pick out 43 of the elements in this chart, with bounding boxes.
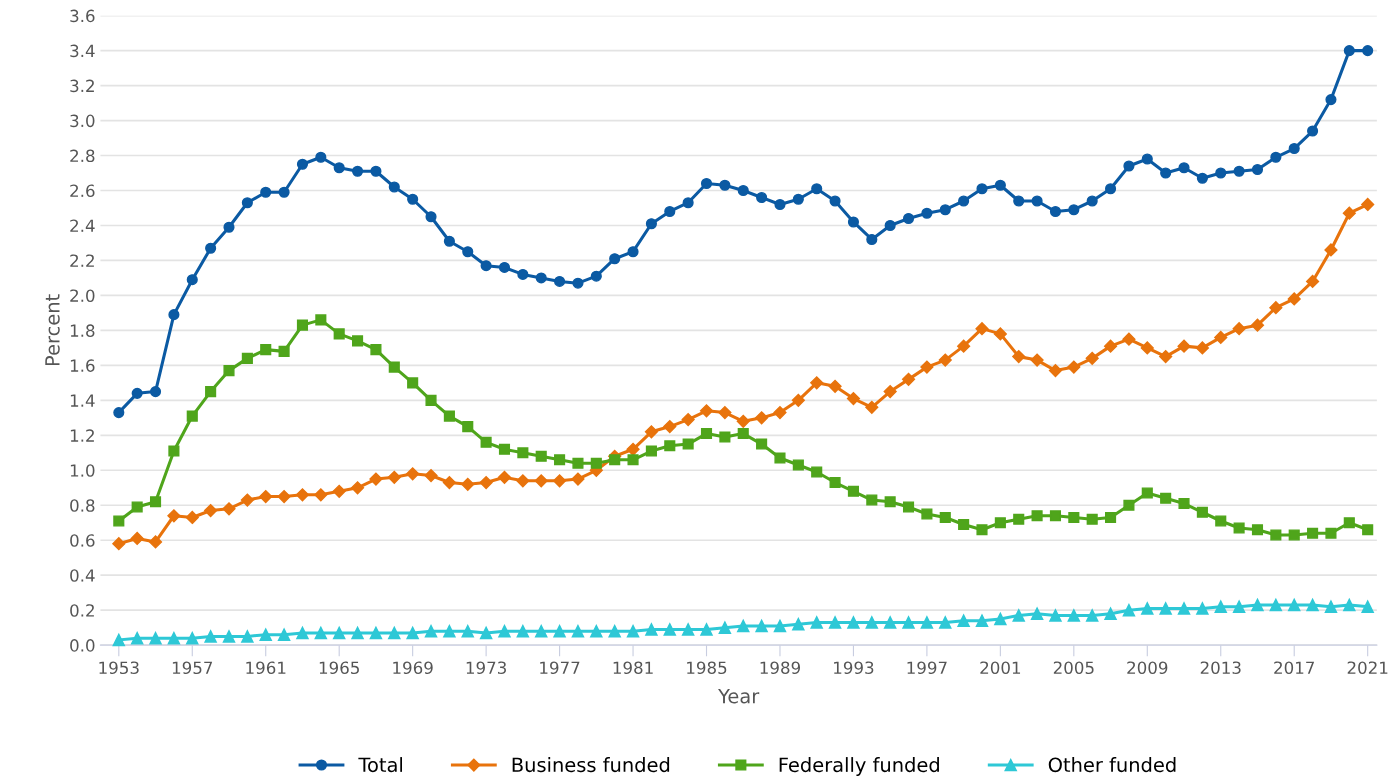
- legend-label: Other funded: [1048, 757, 1176, 773]
- y-tick-label: 1.6: [70, 359, 95, 372]
- x-tick-label: 1969: [393, 661, 433, 675]
- x-tick-label: 1961: [246, 661, 286, 675]
- x-tick-label: 1997: [907, 661, 947, 675]
- y-tick-label: 1.8: [70, 324, 95, 337]
- x-tick-label: 1977: [540, 661, 580, 675]
- y-tick-label: 1.4: [70, 394, 95, 407]
- y-tick-label: 1.2: [70, 429, 94, 442]
- x-tick-label: 1981: [613, 661, 653, 675]
- x-tick-label: 2005: [1053, 661, 1094, 675]
- y-tick-label: 2.8: [70, 149, 95, 163]
- x-tick-label: 2021: [1347, 661, 1388, 675]
- x-tick-label: 1957: [172, 661, 213, 675]
- x-tick-label: 1993: [834, 661, 874, 675]
- y-tick-label: 0.2: [70, 604, 94, 617]
- x-tick-label: 2017: [1274, 661, 1314, 675]
- legend-label: Total: [358, 757, 403, 773]
- x-tick-label: 1965: [319, 661, 359, 675]
- legend-label: Federally funded: [779, 757, 939, 776]
- y-tick-label: 2.6: [70, 184, 95, 198]
- legend-label: Business funded: [512, 757, 670, 773]
- x-tick-label: 1973: [466, 661, 506, 675]
- y-tick-label: 3.6: [70, 9, 95, 23]
- y-tick-label: 3.2: [70, 79, 94, 93]
- x-tick-label: 2013: [1200, 661, 1241, 675]
- y-tick-label: 0.4: [70, 569, 95, 582]
- y-tick-label: 0.6: [70, 534, 95, 547]
- y-tick-label: 2.2: [70, 254, 94, 267]
- x-tick-label: 1953: [99, 661, 139, 675]
- x-tick-label: 2009: [1127, 661, 1168, 675]
- x-axis-title: Year: [718, 688, 760, 704]
- x-tick-label: 2001: [980, 661, 1021, 675]
- y-tick-label: 0.8: [70, 499, 95, 512]
- y-tick-label: 3.0: [70, 114, 95, 128]
- y-tick-label: 3.4: [70, 44, 95, 58]
- x-tick-label: 1989: [760, 661, 801, 675]
- x-tick-label: 1985: [687, 661, 727, 675]
- y-tick-label: 2.0: [70, 289, 95, 302]
- y-tick-label: 1.0: [70, 464, 95, 477]
- y-tick-label: 2.4: [70, 219, 95, 232]
- y-axis-title: Percent: [45, 294, 60, 366]
- y-tick-label: 0.0: [70, 639, 95, 652]
